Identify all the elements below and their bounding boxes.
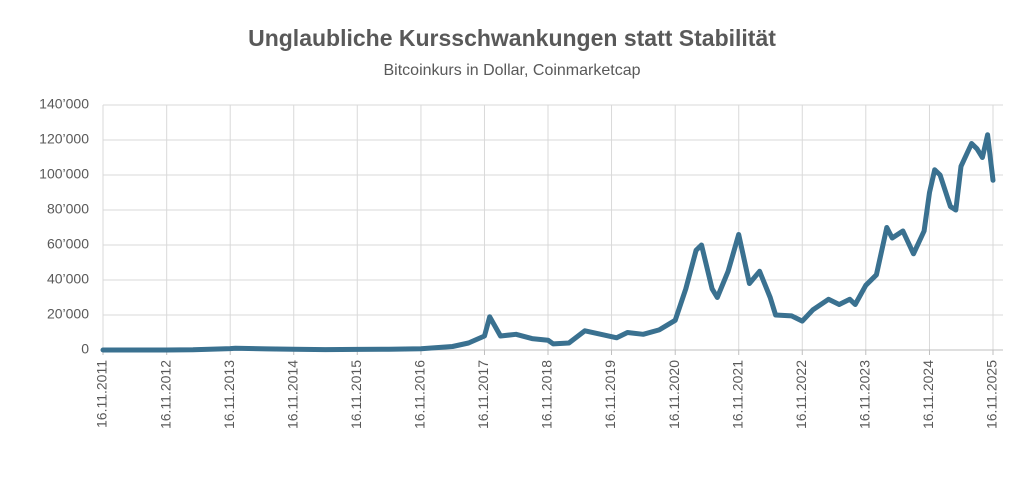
y-tick-label: 40’000 (47, 271, 89, 287)
x-tick-label: 16.11.2014 (284, 360, 300, 429)
x-tick-label: 16.11.2018 (539, 360, 555, 429)
chart-title: Unglaubliche Kursschwankungen statt Stab… (248, 25, 776, 51)
y-tick-label: 140’000 (39, 96, 89, 112)
x-tick-label: 16.11.2023 (856, 360, 872, 429)
y-tick-label: 0 (81, 341, 89, 357)
x-tick-label: 16.11.2016 (412, 360, 428, 429)
x-tick-label: 16.11.2015 (348, 360, 364, 429)
x-tick-label: 16.11.2020 (666, 360, 682, 429)
y-tick-label: 100’000 (39, 166, 89, 182)
data-line (100, 132, 996, 353)
x-tick-label: 16.11.2012 (157, 360, 173, 429)
x-tick-label: 16.11.2021 (729, 360, 745, 429)
chart-subtitle: Bitcoinkurs in Dollar, Coinmarketcap (384, 62, 641, 79)
x-tick-label: 16.11.2017 (475, 360, 491, 429)
y-tick-label: 80’000 (47, 201, 89, 217)
y-tick-label: 20’000 (47, 306, 89, 322)
x-tick-label: 16.11.2022 (793, 360, 809, 429)
x-tick-label: 16.11.2013 (221, 360, 237, 429)
x-tick-label: 16.11.2025 (984, 360, 1000, 429)
y-tick-label: 120’000 (39, 131, 89, 147)
x-tick-label: 16.11.2019 (602, 360, 618, 429)
y-tick-label: 60’000 (47, 236, 89, 252)
x-tick-label: 16.11.2011 (94, 360, 110, 428)
x-tick-label: 16.11.2024 (920, 360, 936, 429)
